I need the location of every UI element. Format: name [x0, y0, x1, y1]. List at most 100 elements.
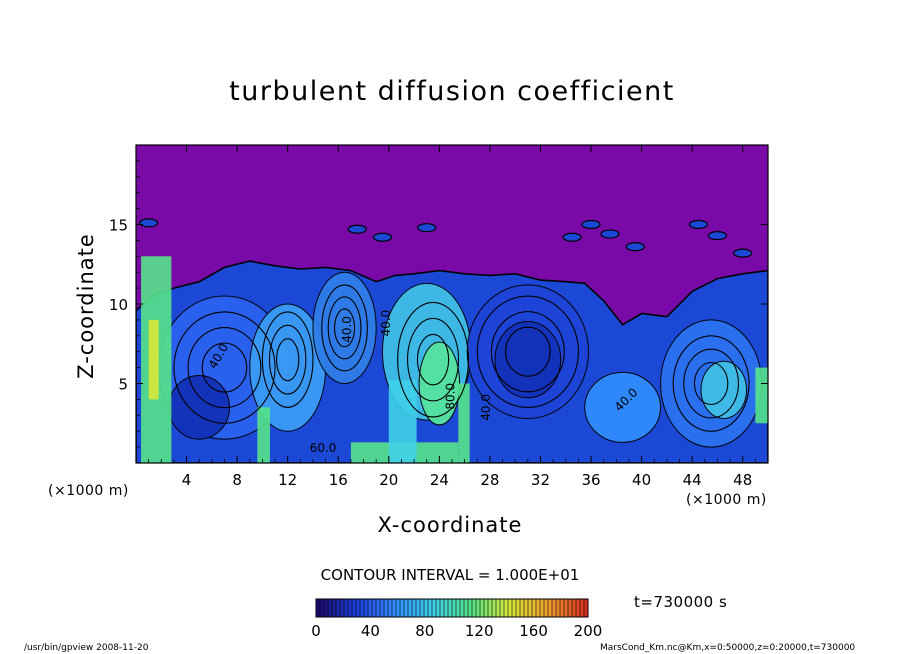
colorbar-cell	[568, 599, 573, 617]
contour-line	[321, 284, 368, 372]
colorbar-cell	[460, 599, 465, 617]
colorbar-cell	[344, 599, 349, 617]
colorbar-cell	[512, 599, 517, 617]
x-unit-left: (×1000 m)	[48, 483, 129, 499]
contour-line	[476, 295, 579, 408]
colorbar-cell	[368, 599, 373, 617]
contour-line	[490, 311, 565, 393]
x-tick-label: 20	[379, 471, 398, 489]
colorbar-cell	[424, 599, 429, 617]
colorbar-cell	[572, 599, 577, 617]
colorbar-cell	[420, 599, 425, 617]
colorbar-cell	[352, 599, 357, 617]
colorbar-cell	[576, 599, 581, 617]
colorbar-tick-label: 40	[361, 622, 380, 640]
x-axis-label: X-coordinate	[377, 513, 523, 537]
colorbar-cell	[384, 599, 389, 617]
contour-label: 40.0	[479, 394, 493, 421]
colorbar-cell	[524, 599, 529, 617]
colorbar-cell	[564, 599, 569, 617]
colorbar-cell	[380, 599, 385, 617]
y-tick-label: 5	[118, 376, 128, 394]
colorbar-cell	[580, 599, 585, 617]
colorbar-cell	[328, 599, 333, 617]
contour-line	[683, 348, 739, 419]
colorbar-cell	[552, 599, 557, 617]
front-2	[257, 407, 270, 463]
x-tick-label: 12	[278, 471, 297, 489]
colorbar-cell	[532, 599, 537, 617]
colorbar-cell	[360, 599, 365, 617]
colorbar-cell	[320, 599, 325, 617]
colorbar-cell	[584, 599, 589, 617]
colorbar-tick-label: 200	[574, 622, 603, 640]
heatmap-plot-area	[136, 145, 768, 463]
colorbar-cell	[492, 599, 497, 617]
contour-line	[187, 326, 262, 409]
eddy-10	[584, 371, 662, 443]
upper-patch-10	[139, 218, 159, 228]
colorbar-cell	[336, 599, 341, 617]
colorbar-cell	[400, 599, 405, 617]
colorbar-cell	[456, 599, 461, 617]
x-tick-label: 36	[581, 471, 600, 489]
colorbar-cell	[476, 599, 481, 617]
colorbar: 0 40 80 120 160 200	[311, 598, 603, 640]
colorbar-cell	[324, 599, 329, 617]
colorbar-cell	[444, 599, 449, 617]
colorbar-frame	[315, 598, 589, 618]
colorbar-cell	[472, 599, 477, 617]
colorbar-cell	[392, 599, 397, 617]
upper-patch-0	[347, 224, 367, 234]
contour-line	[173, 311, 276, 424]
colorbar-cell	[540, 599, 545, 617]
footer-left: /usr/bin/gpview 2008-11-20	[24, 643, 149, 653]
contour-line	[268, 324, 307, 395]
x-tick-label: 24	[430, 471, 449, 489]
colorbar-cell	[416, 599, 421, 617]
contour-line	[416, 333, 450, 386]
eddy-2	[312, 271, 377, 385]
contour-line	[333, 308, 356, 348]
upper-patch-5	[600, 229, 620, 239]
colorbar-tick-label: 120	[465, 622, 494, 640]
colorbar-tick-label: 80	[415, 622, 434, 640]
colorbar-tick-label: 160	[519, 622, 548, 640]
time-stamp: t=730000 s	[634, 593, 728, 611]
colorbar-cell	[408, 599, 413, 617]
colorbar-cell	[520, 599, 525, 617]
colorbar-cell	[548, 599, 553, 617]
x-tick-label: 4	[182, 471, 192, 489]
contour-line	[261, 311, 314, 408]
contour-interval-text: CONTOUR INTERVAL = 1.000E+01	[320, 566, 580, 584]
contour-label: 40.0	[340, 316, 354, 343]
colorbar-cell	[468, 599, 473, 617]
front-6	[755, 367, 768, 424]
contour-label: 80.0	[444, 383, 458, 410]
x-tick-label: 44	[683, 471, 702, 489]
upper-patch-7	[688, 219, 709, 230]
x-tick-label: 32	[531, 471, 550, 489]
contour-line	[505, 326, 551, 377]
front-5	[458, 383, 470, 463]
y-tick-label: 10	[109, 296, 128, 314]
x-tick-label: 16	[329, 471, 348, 489]
colorbar-cell	[376, 599, 381, 617]
colorbar-cell	[340, 599, 345, 617]
colorbar-cell	[516, 599, 521, 617]
colorbar-cell	[404, 599, 409, 617]
upper-patch-3	[562, 232, 582, 242]
colorbar-cell	[480, 599, 485, 617]
x-tick-label: 40	[632, 471, 651, 489]
colorbar-cell	[412, 599, 417, 617]
contour-label: 60.0	[310, 441, 337, 455]
eddy-6	[494, 320, 562, 399]
x-tick-label: 28	[480, 471, 499, 489]
colorbar-cell	[440, 599, 445, 617]
colorbar-cell	[396, 599, 401, 617]
colorbar-cell	[464, 599, 469, 617]
colorbar-cell	[372, 599, 377, 617]
colorbar-cell	[484, 599, 489, 617]
